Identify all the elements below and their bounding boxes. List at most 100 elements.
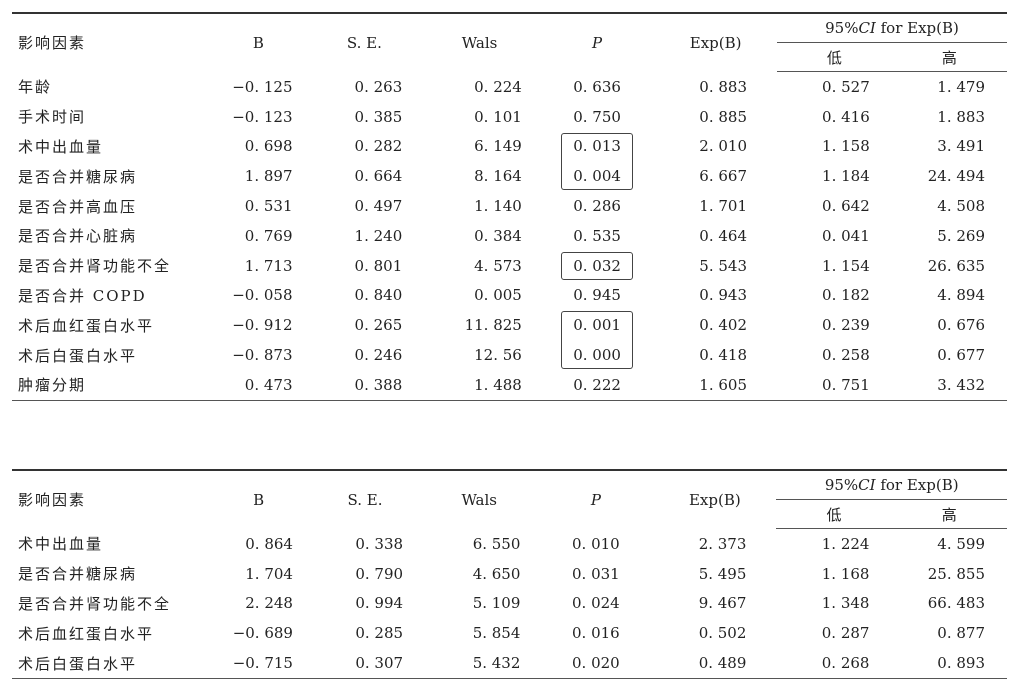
- header-ci-low: 低: [776, 499, 892, 529]
- cell-wals-text: 5. 432: [472, 654, 521, 673]
- cell-wals-text: 8. 164: [474, 167, 522, 186]
- cell-factor: 术后白蛋白水平: [12, 648, 208, 679]
- table-row: 是否合并心脏病 0. 769 1. 240 0. 384 0. 535 0. 464 0. …: [12, 221, 1007, 251]
- ci-suffix: for Exp(B): [875, 476, 959, 494]
- cell-p: 0. 020: [538, 648, 654, 679]
- cell-factor: 是否合并糖尿病: [12, 161, 207, 191]
- cell-ci-high-text: 3. 491: [937, 137, 985, 156]
- header-ci-high: 高: [891, 499, 1007, 529]
- cell-ci-high-text: 0. 893: [937, 654, 985, 673]
- cell-wals: 0. 384: [419, 221, 540, 251]
- cell-ci-high: 24. 494: [892, 161, 1007, 191]
- cell-ci-high-text: 1. 479: [937, 77, 985, 96]
- cell-exp-text: 0. 464: [699, 226, 748, 245]
- cell-factor-text: 是否合并心脏病: [18, 227, 138, 246]
- cell-se-text: 0. 497: [354, 197, 403, 216]
- cell-ci-low-text: 1. 168: [821, 564, 870, 583]
- cell-b-text: 1. 704: [245, 564, 293, 583]
- cell-exp: 0. 885: [654, 102, 777, 132]
- ci-italic: CI: [858, 19, 876, 37]
- cell-se-text: 0. 282: [354, 137, 403, 156]
- cell-factor-text: 年龄: [18, 78, 53, 97]
- cell-b-text: 0. 698: [244, 137, 293, 156]
- cell-p-text: 0. 001: [573, 316, 621, 335]
- cell-factor-text: 术中出血量: [18, 535, 104, 554]
- cell-b-text: 1. 897: [244, 167, 293, 186]
- header-b: B: [207, 469, 310, 529]
- cell-ci-low: 0. 287: [776, 618, 891, 648]
- cell-p-text: 0. 013: [573, 137, 621, 156]
- ci-suffix: for Exp(B): [875, 19, 959, 37]
- header-wals: Wals: [419, 12, 540, 72]
- cell-factor: 是否合并高血压: [12, 191, 207, 221]
- cell-wals-text: 0. 224: [474, 77, 522, 96]
- header-ci: 95%CI for Exp(B): [776, 469, 1007, 500]
- cell-b: 1. 713: [207, 251, 309, 281]
- cell-p-text: 0. 222: [573, 375, 621, 394]
- cell-exp: 0. 402: [654, 310, 777, 340]
- cell-ci-high: 0. 877: [891, 618, 1007, 648]
- cell-wals-text: 0. 384: [474, 226, 522, 245]
- cell-b-text: −0. 125: [232, 77, 293, 96]
- cell-b-text: 0. 769: [244, 226, 293, 245]
- ci-prefix: 95%: [825, 19, 859, 37]
- cell-p-text: 0. 636: [573, 77, 621, 96]
- cell-ci-low: 0. 182: [777, 281, 892, 311]
- cell-exp: 0. 883: [654, 72, 777, 102]
- cell-b: −0. 912: [207, 310, 309, 340]
- cell-ci-low-text: 0. 416: [822, 107, 870, 126]
- cell-ci-high: 3. 491: [892, 132, 1007, 162]
- cell-p: 0. 000: [540, 339, 654, 370]
- cell-ci-high: 26. 635: [892, 251, 1007, 281]
- cell-se: 0. 801: [310, 251, 420, 281]
- cell-ci-low-text: 1. 184: [822, 167, 870, 186]
- logistic-regression-table-multivariate: 影响因素 B S. E. Wals P Exp(B) 95%CI for Exp…: [12, 469, 1007, 679]
- cell-se-text: 0. 246: [354, 346, 403, 365]
- cell-b: −0. 123: [207, 102, 309, 132]
- cell-p-text: 0. 000: [573, 346, 621, 365]
- table-row: 是否合并肾功能不全 1. 713 0. 801 4. 573 0. 032 5. 543 1…: [12, 251, 1007, 281]
- cell-factor-text: 是否合并肾功能不全: [18, 257, 172, 276]
- cell-b: 0. 698: [207, 132, 309, 162]
- table-header: 影响因素 B S. E. Wals P Exp(B) 95%CI for Exp…: [12, 12, 1007, 72]
- header-ci: 95%CI for Exp(B): [777, 12, 1007, 43]
- cell-se-text: 0. 285: [355, 624, 404, 643]
- cell-se: 0. 664: [310, 161, 420, 191]
- cell-factor: 是否合并糖尿病: [12, 559, 207, 589]
- cell-p: 0. 001: [540, 310, 654, 342]
- cell-factor-text: 是否合并肾功能不全: [18, 594, 172, 613]
- cell-p: 0. 222: [539, 369, 655, 401]
- cell-se-text: 0. 994: [355, 594, 404, 613]
- cell-wals-text: 6. 149: [474, 137, 522, 156]
- header-exp: Exp(B): [653, 469, 777, 529]
- header-p: P: [539, 12, 655, 72]
- cell-se-text: 0. 790: [355, 564, 404, 583]
- cell-se: 0. 790: [310, 559, 420, 589]
- cell-ci-high: 3. 432: [891, 369, 1007, 401]
- cell-exp-text: 0. 885: [699, 107, 748, 126]
- cell-wals-text: 4. 573: [474, 256, 522, 275]
- cell-p: 0. 750: [540, 102, 654, 132]
- cell-se: 0. 840: [310, 281, 420, 311]
- cell-se-text: 0. 265: [354, 316, 403, 335]
- cell-exp: 1. 605: [654, 369, 778, 401]
- header-ci-low: 低: [777, 42, 892, 72]
- cell-factor: 手术时间: [12, 102, 207, 132]
- cell-p: 0. 031: [538, 559, 653, 589]
- header-p: P: [538, 469, 654, 529]
- cell-ci-high: 0. 677: [892, 340, 1007, 370]
- cell-wals: 5. 432: [420, 648, 539, 679]
- cell-ci-high: 1. 883: [892, 102, 1007, 132]
- table-row: 术后白蛋白水平 −0. 873 0. 246 12. 56 0. 000 0. 418 0.…: [12, 339, 1007, 370]
- cell-se: 0. 338: [310, 529, 420, 559]
- cell-ci-high-text: 0. 676: [937, 316, 985, 335]
- cell-ci-high-text: 25. 855: [927, 564, 985, 583]
- cell-wals-text: 5. 109: [472, 594, 521, 613]
- cell-ci-high: 1. 479: [892, 72, 1007, 102]
- cell-ci-high-text: 0. 677: [937, 346, 985, 365]
- cell-p: 0. 286: [540, 191, 654, 221]
- cell-se-text: 0. 801: [354, 256, 403, 275]
- cell-ci-low-text: 0. 182: [822, 286, 870, 305]
- cell-wals: 11. 825: [419, 310, 540, 340]
- table-row: 是否合并糖尿病 1. 897 0. 664 8. 164 0. 004 6. 667 1. …: [12, 160, 1007, 191]
